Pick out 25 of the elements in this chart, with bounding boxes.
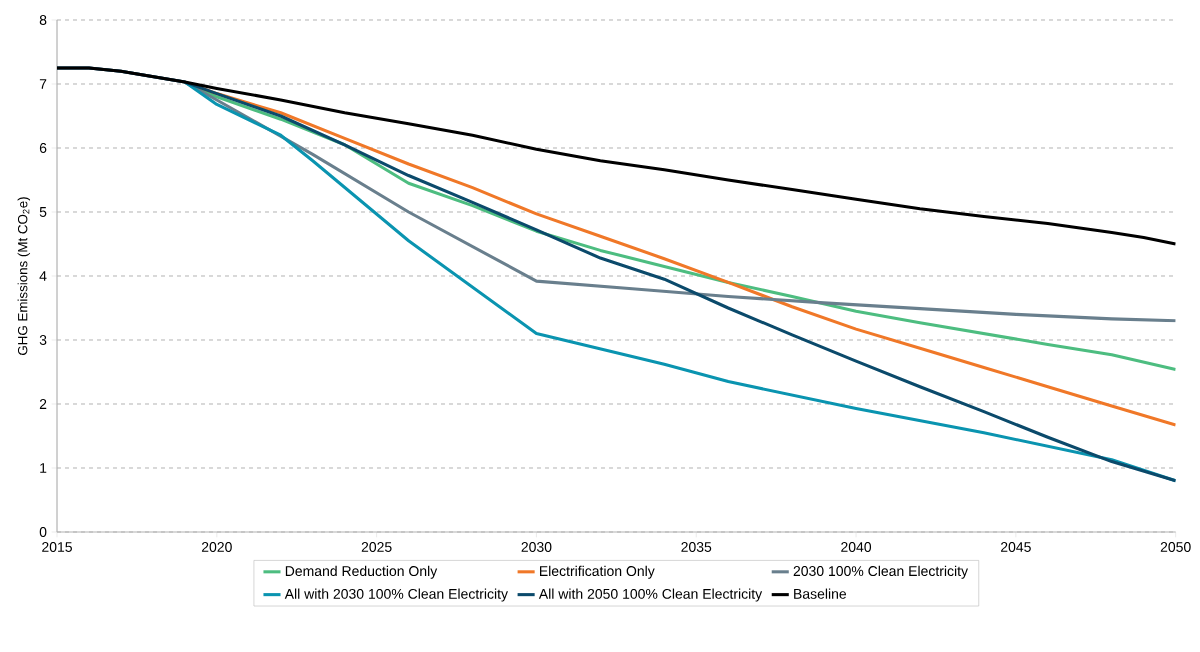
legend-label: Demand Reduction Only (285, 565, 438, 579)
x-tick-label: 2015 (42, 542, 72, 552)
x-tick-label: 2035 (681, 542, 712, 552)
y-tick-label: 7 (39, 79, 47, 89)
y-axis-title: GHG Emissions (Mt CO$_{2}$e) (17, 197, 31, 355)
y-tick-label: 4 (39, 271, 47, 281)
y-tick-label: 8 (39, 15, 47, 25)
x-tick-label: 2030 (521, 542, 552, 552)
x-tick-label: 2045 (1001, 542, 1031, 552)
legend-label: All with 2050 100% Clean Electricity (538, 588, 763, 602)
y-tick-label: 5 (39, 207, 47, 217)
legend-label: 2030 100% Clean Electricity (793, 565, 968, 579)
x-tick-label: 2050 (1160, 542, 1191, 552)
legend-label: All with 2030 100% Clean Electricity (284, 588, 508, 602)
y-tick-label: 0 (39, 527, 47, 537)
line-series (57, 66, 1176, 246)
x-tick-label: 2025 (361, 542, 392, 552)
y-tick-label: 2 (39, 399, 47, 409)
legend-label: Baseline (794, 588, 847, 599)
legend-label: Electrification Only (540, 565, 655, 579)
y-tick-label: 6 (39, 143, 47, 153)
y-tick-label: 3 (39, 335, 47, 345)
x-tick-label: 2020 (201, 542, 232, 552)
y-tick-label: 1 (40, 463, 47, 473)
x-tick-label: 2040 (841, 542, 872, 552)
